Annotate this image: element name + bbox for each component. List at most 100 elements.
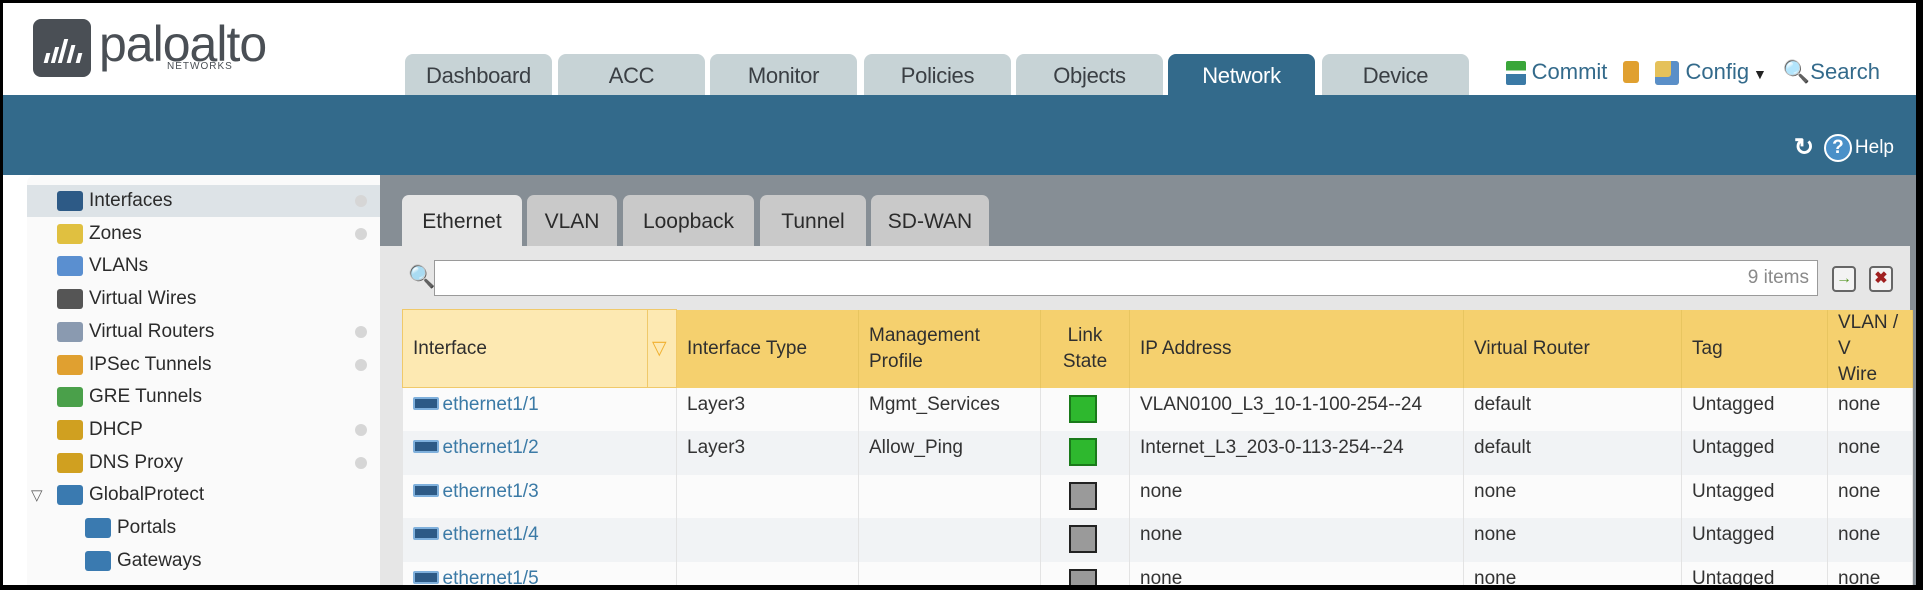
dhcp-icon: [57, 419, 83, 440]
status-dot-icon: [355, 227, 367, 240]
sidebar-item-label: Portals: [117, 517, 177, 538]
tag-cell: Untagged: [1681, 387, 1828, 431]
interface-link[interactable]: ethernet1/3: [442, 480, 539, 502]
tab-device[interactable]: Device: [1322, 54, 1469, 95]
search-button[interactable]: 🔍Search: [1783, 59, 1880, 85]
sidebar-item-dhcp[interactable]: DHCP: [27, 414, 380, 446]
tab-network[interactable]: Network: [1168, 54, 1315, 95]
subtab-ethernet[interactable]: Ethernet: [402, 195, 522, 246]
ethernet-port-icon: [412, 440, 439, 454]
table-row[interactable]: ethernet1/3 none none Untagged none: [402, 474, 1913, 518]
config-button[interactable]: Config ▼: [1655, 59, 1767, 86]
table-row[interactable]: ethernet1/4 none none Untagged none: [402, 518, 1913, 562]
management-profile-cell: [858, 561, 1041, 585]
interface-link[interactable]: ethernet1/5: [442, 567, 539, 586]
tab-dashboard[interactable]: Dashboard: [405, 54, 552, 95]
interfaces-icon: [57, 191, 83, 211]
chevron-down-icon: ▼: [1749, 66, 1767, 82]
sidebar-item-label: Virtual Routers: [89, 320, 215, 342]
sidebar-item-gre-tunnels[interactable]: GRE Tunnels: [27, 381, 380, 413]
column-header-ip-address[interactable]: IP Address: [1129, 309, 1464, 388]
sidebar-item-ipsec-tunnels[interactable]: IPSec Tunnels: [27, 349, 380, 381]
interface-link[interactable]: ethernet1/4: [442, 524, 539, 545]
sidebar-item-label: Virtual Wires: [89, 288, 197, 310]
tag-cell: Untagged: [1681, 431, 1828, 475]
column-header-interface-type[interactable]: Interface Type: [676, 309, 859, 388]
interface-link[interactable]: ethernet1/2: [442, 437, 539, 458]
sidebar-item-label: GRE Tunnels: [89, 386, 202, 408]
top-actions: Commit Config ▼ 🔍Search: [1505, 59, 1880, 86]
help-icon: ?: [1823, 133, 1852, 162]
table-row[interactable]: ethernet1/1 Layer3 Mgmt_Services VLAN010…: [402, 387, 1913, 431]
interface-type-cell: [676, 518, 859, 562]
sidebar-item-zones[interactable]: Zones: [27, 218, 380, 250]
tab-monitor[interactable]: Monitor: [710, 54, 857, 95]
logo-subtext: NETWORKS: [167, 61, 233, 72]
dns-proxy-icon: [57, 452, 83, 473]
commit-button[interactable]: Commit: [1505, 59, 1607, 86]
link-state-cell: [1040, 561, 1130, 585]
interface-link[interactable]: ethernet1/1: [442, 394, 539, 415]
subtab-sd-wan[interactable]: SD-WAN: [871, 195, 989, 246]
interface-type-cell: Layer3: [676, 387, 859, 431]
management-profile-cell: Allow_Ping: [858, 431, 1041, 475]
sidebar-item-label: VLANs: [89, 255, 149, 277]
ethernet-port-icon: [412, 397, 439, 411]
ipsec-tunnels-icon: [57, 354, 83, 375]
interface-cell: ethernet1/4: [402, 518, 677, 562]
sidebar-item-label: GlobalProtect: [89, 484, 205, 506]
link-state-cell: [1040, 518, 1130, 562]
config-label: Config: [1685, 59, 1750, 84]
subtab-tunnel[interactable]: Tunnel: [760, 195, 866, 246]
interface-cell: ethernet1/2: [402, 431, 677, 475]
interface-type-cell: Layer3: [676, 431, 859, 475]
table-row[interactable]: ethernet1/2 Layer3 Allow_Ping Internet_L…: [402, 431, 1913, 475]
top-header: paloalto NETWORKS Dashboard ACC Monitor …: [3, 3, 1916, 95]
column-header-link-state[interactable]: Link State: [1040, 309, 1130, 388]
apply-filter-button[interactable]: →: [1832, 266, 1856, 292]
sidebar-item-globalprotect[interactable]: ▽ GlobalProtect: [27, 479, 380, 511]
help-label: Help: [1854, 136, 1894, 158]
interfaces-table: Interface ▽ Interface Type Management Profil…: [402, 309, 1913, 585]
sidebar-item-label: DNS Proxy: [89, 451, 183, 473]
link-down-icon: [1069, 568, 1097, 585]
link-down-icon: [1069, 481, 1097, 510]
link-state-cell: [1040, 431, 1130, 475]
refresh-icon[interactable]: ↻: [1793, 134, 1814, 161]
sidebar-item-vlans[interactable]: VLANs: [27, 250, 380, 282]
search-icon: 🔍: [1782, 59, 1811, 85]
tab-acc[interactable]: ACC: [558, 54, 705, 95]
virtual-router-cell: none: [1463, 474, 1682, 518]
sort-dropdown-icon[interactable]: ▽: [647, 309, 677, 388]
sidebar-item-gateways[interactable]: Gateways: [27, 545, 380, 577]
column-header-virtual-router[interactable]: Virtual Router: [1463, 309, 1682, 388]
expand-triangle-icon[interactable]: ▽: [31, 487, 43, 505]
sidebar-item-dns-proxy[interactable]: DNS Proxy: [27, 447, 380, 479]
sidebar-item-portals[interactable]: Portals: [27, 512, 380, 544]
sidebar-item-virtual-routers[interactable]: Virtual Routers: [27, 316, 380, 348]
sidebar-item-virtual-wires[interactable]: Virtual Wires: [27, 283, 380, 315]
tab-objects[interactable]: Objects: [1016, 54, 1163, 95]
virtual-routers-icon: [57, 321, 83, 342]
management-profile-cell: [858, 474, 1041, 518]
sidebar-item-interfaces[interactable]: Interfaces: [27, 185, 380, 217]
vlan-wire-cell: none: [1827, 474, 1913, 518]
subtab-loopback[interactable]: Loopback: [623, 195, 754, 246]
search-label: Search: [1810, 59, 1880, 85]
tag-cell: Untagged: [1681, 518, 1828, 562]
tab-policies[interactable]: Policies: [864, 54, 1011, 95]
subtab-vlan[interactable]: VLAN: [527, 195, 617, 246]
filter-input[interactable]: 9 items: [434, 260, 1818, 296]
ethernet-port-icon: [412, 483, 439, 497]
clear-filter-button[interactable]: ✖: [1869, 266, 1893, 292]
link-up-icon: [1069, 438, 1097, 466]
ip-address-cell: none: [1129, 474, 1464, 518]
virtual-router-cell: none: [1463, 518, 1682, 562]
column-header-management-profile[interactable]: Management Profile: [858, 309, 1041, 388]
column-header-vlan-virtual-wire[interactable]: VLAN / V Wire: [1827, 309, 1913, 388]
column-header-interface[interactable]: Interface: [402, 309, 648, 388]
column-header-tag[interactable]: Tag: [1681, 309, 1828, 388]
lock-icon[interactable]: [1623, 61, 1640, 84]
help-button[interactable]: ? Help: [1823, 133, 1894, 162]
table-row[interactable]: ethernet1/5 none none Untagged none: [402, 561, 1913, 586]
